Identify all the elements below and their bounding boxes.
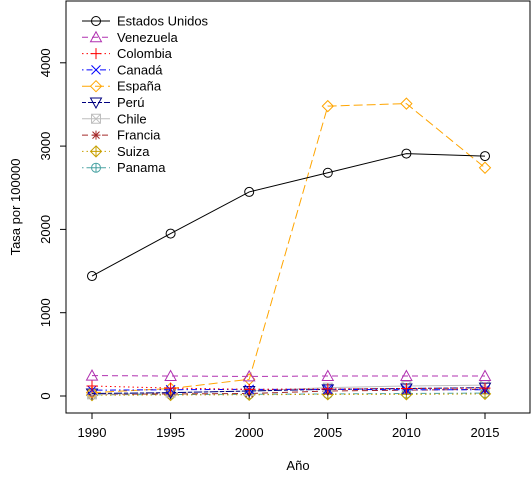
- legend-label: Suiza: [117, 144, 150, 159]
- x-tick-label: 2000: [235, 425, 264, 440]
- data-point-estados-unidos: [87, 271, 97, 282]
- data-point-venezuela: [400, 369, 413, 382]
- y-tick-label: 3000: [38, 132, 53, 161]
- series-layer: [85, 97, 492, 402]
- y-tick-label: 1000: [38, 298, 53, 327]
- series-line-canada: [91, 388, 485, 391]
- series-line-peru: [91, 387, 486, 395]
- legend-marker: [91, 65, 101, 75]
- series-colombia: [86, 380, 491, 395]
- data-point-estados-unidos: [401, 148, 412, 159]
- legend-marker: [90, 48, 102, 60]
- y-tick-label: 2000: [38, 215, 53, 244]
- y-axis: 0 1000 2000 3000 4000: [38, 48, 67, 400]
- series-line-panama: [91, 392, 486, 396]
- data-point-venezuela: [164, 369, 177, 382]
- data-point-venezuela: [321, 369, 335, 382]
- x-axis: 1990 1995 2000 2005 2010 2015: [78, 412, 500, 440]
- legend-item-suiza: Suiza: [82, 144, 150, 159]
- legend-item-francia: Francia: [82, 128, 161, 143]
- legend-label: Perú: [117, 95, 144, 110]
- legend-item-peru: Perú: [82, 95, 144, 110]
- y-tick-label: 0: [38, 392, 53, 399]
- legend-item-panama: Panama: [82, 160, 166, 175]
- legend-item-estados-unidos: Estados Unidos: [82, 14, 209, 29]
- data-point-espana: [400, 97, 413, 110]
- legend-marker: [91, 162, 102, 173]
- data-point-venezuela: [85, 369, 99, 381]
- x-tick-label: 2015: [471, 425, 500, 440]
- legend-label: Panama: [117, 160, 166, 175]
- series-line-venezuela: [91, 375, 485, 377]
- x-axis-label: Año: [286, 458, 309, 473]
- legend-label: Colombia: [117, 46, 173, 61]
- legend-label: España: [117, 79, 162, 94]
- legend-marker: [91, 16, 101, 26]
- series-francia: [87, 384, 490, 399]
- series-line-francia: [91, 388, 486, 395]
- series-venezuela: [85, 369, 492, 382]
- data-point-venezuela: [242, 369, 256, 382]
- legend-label: Canadá: [117, 62, 163, 77]
- data-point-colombia: [400, 383, 412, 395]
- legend-marker: [89, 79, 103, 93]
- legend-marker: [89, 145, 103, 158]
- data-point-espana: [478, 161, 492, 174]
- legend-item-espana: España: [82, 79, 162, 94]
- legend-item-chile: Chile: [82, 111, 147, 126]
- series-line-estados-unidos: [91, 153, 486, 277]
- data-point-colombia: [86, 380, 98, 392]
- x-tick-label: 2005: [313, 425, 342, 440]
- data-point-colombia: [243, 383, 255, 395]
- data-point-colombia: [322, 383, 334, 395]
- data-point-estados-unidos: [480, 151, 490, 162]
- legend-item-canada: Canadá: [82, 62, 163, 77]
- legend-label: Chile: [117, 111, 147, 126]
- legend-item-venezuela: Venezuela: [82, 30, 178, 45]
- data-point-estados-unidos: [165, 228, 176, 239]
- data-point-espana: [321, 99, 335, 113]
- data-point-colombia: [479, 382, 491, 394]
- x-tick-label: 2010: [392, 425, 421, 440]
- x-tick-label: 1995: [156, 425, 185, 440]
- data-point-espana: [85, 386, 99, 399]
- x-tick-label: 1990: [78, 425, 107, 440]
- legend-label: Francia: [117, 128, 161, 143]
- legend-marker: [91, 130, 101, 140]
- data-point-estados-unidos: [244, 186, 255, 197]
- legend-marker: [89, 30, 103, 43]
- data-point-venezuela: [478, 369, 492, 382]
- series-line-espana: [91, 103, 486, 394]
- series-estados-unidos: [87, 148, 490, 282]
- data-point-chile: [87, 389, 97, 400]
- legend-label: Estados Unidos: [117, 14, 209, 29]
- data-point-estados-unidos: [322, 167, 333, 178]
- legend-item-colombia: Colombia: [82, 46, 173, 61]
- legend-marker: [91, 113, 101, 124]
- y-tick-label: 4000: [38, 48, 53, 77]
- data-point-colombia: [165, 382, 177, 394]
- legend-label: Venezuela: [117, 30, 178, 45]
- legend-marker: [89, 97, 103, 110]
- y-axis-label: Tasa por 100000: [8, 159, 23, 256]
